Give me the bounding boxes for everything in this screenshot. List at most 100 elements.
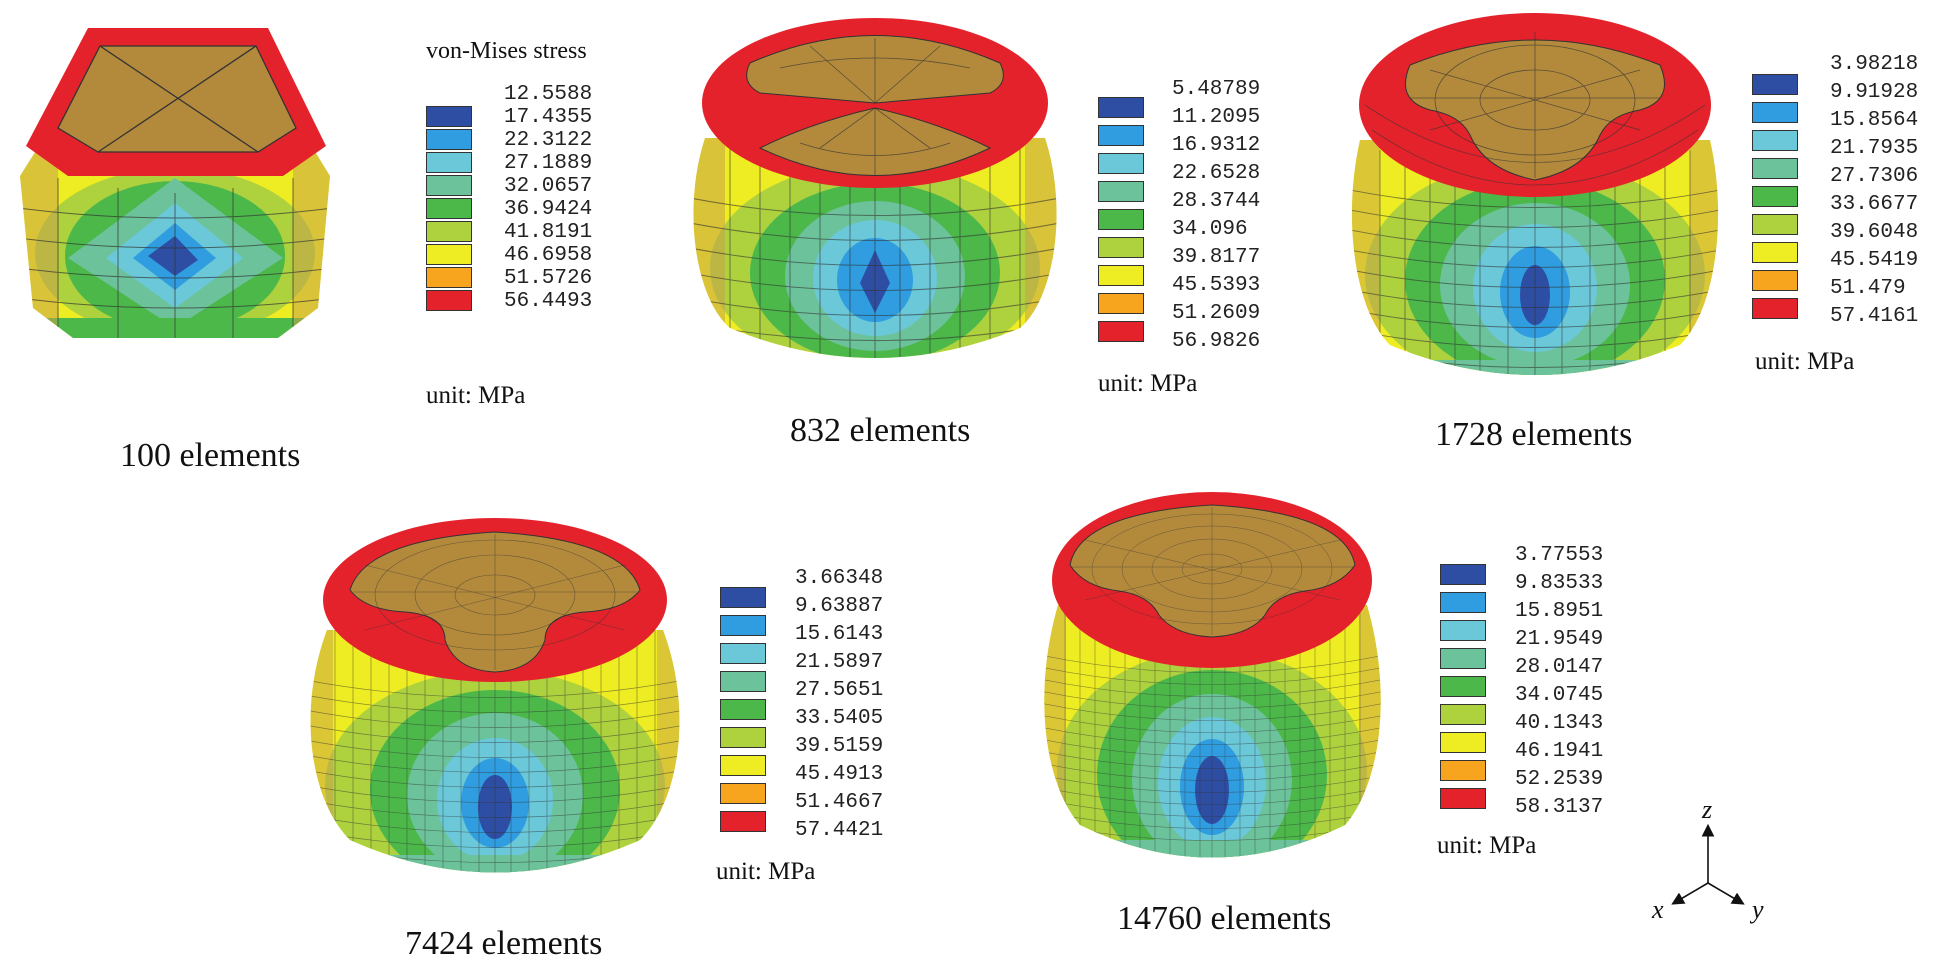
legend-value: 16.9312 [1172,134,1261,157]
legend-value: 3.98218 [1830,53,1919,76]
legend-swatch [1752,102,1798,123]
legend-value: 52.2539 [1515,768,1604,791]
legend-swatch [1752,270,1798,291]
legend-value: 56.9826 [1172,330,1261,353]
legend-value: 15.8564 [1830,109,1919,132]
legend-swatch [1098,265,1144,286]
legend-swatch [1098,293,1144,314]
legend-swatch [426,198,472,219]
legend-value: 17.4355 [504,106,593,129]
legend-swatch [1098,125,1144,146]
legend-swatch [1098,321,1144,342]
fe-model-100-elements [18,28,333,348]
legend-swatch [1440,760,1486,781]
fe-model-7424-elements [305,518,685,885]
legend-swatch [1440,704,1486,725]
legend-unit: unit: MPa [426,382,526,409]
legend-value: 5.48789 [1172,78,1261,101]
legend-swatch [720,755,766,776]
legend-value: 22.3122 [504,129,593,152]
legend-value: 46.6958 [504,244,593,267]
legend-swatch [1440,732,1486,753]
legend-value: 33.5405 [795,707,884,730]
legend-swatch [720,727,766,748]
legend-swatch [426,290,472,311]
legend-swatch [1440,676,1486,697]
legend-swatch [1098,97,1144,118]
legend-swatch [1752,298,1798,319]
legend-swatch [720,587,766,608]
legend-value: 21.9549 [1515,628,1604,651]
legend-value: 9.63887 [795,595,884,618]
legend-value: 9.91928 [1830,81,1919,104]
legend-swatch [1440,788,1486,809]
legend-value: 39.6048 [1830,221,1919,244]
legend-value: 15.8951 [1515,600,1604,623]
legend-value: 32.0657 [504,175,593,198]
legend-swatch [720,643,766,664]
legend-swatch [1440,648,1486,669]
legend-unit: unit: MPa [1755,348,1855,375]
legend-value: 46.1941 [1515,740,1604,763]
axes-triad-icon [1671,823,1745,905]
legend-value: 45.4913 [795,763,884,786]
legend-swatch [720,811,766,832]
legend-value: 27.5651 [795,679,884,702]
legend-value: 39.5159 [795,735,884,758]
legend-swatch [720,783,766,804]
legend-value: 28.0147 [1515,656,1604,679]
legend-swatch [426,175,472,196]
legend-value: 21.7935 [1830,137,1919,160]
legend-value: 57.4161 [1830,305,1919,328]
legend-swatch [1752,186,1798,207]
legend-value: 39.8177 [1172,246,1261,269]
legend-swatch [1752,158,1798,179]
legend-swatch [1098,237,1144,258]
legend-swatch [720,699,766,720]
fe-model-1728-elements [1350,10,1720,385]
legend-title: von-Mises stress [426,38,587,64]
legend-value: 36.9424 [504,198,593,221]
legend-swatch [426,152,472,173]
caption-7424-elements: 7424 elements [405,925,603,962]
caption-100-elements: 100 elements [120,437,301,474]
legend-value: 15.6143 [795,623,884,646]
legend-value: 45.5393 [1172,274,1261,297]
legend-swatch [1752,130,1798,151]
legend-value: 28.3744 [1172,190,1261,213]
legend-swatch [1440,620,1486,641]
legend-swatch [720,615,766,636]
legend-value: 56.4493 [504,290,593,313]
legend-unit: unit: MPa [716,858,816,885]
fe-model-14760-elements [1040,492,1385,870]
legend-swatch [720,671,766,692]
legend-swatch [1440,592,1486,613]
legend-value: 9.83533 [1515,572,1604,595]
legend-swatch [1098,181,1144,202]
axis-label-z: z [1702,795,1713,824]
legend-value: 27.7306 [1830,165,1919,188]
legend-value: 27.1889 [504,152,593,175]
legend-value: 51.2609 [1172,302,1261,325]
axis-label-x: x [1652,895,1664,924]
fe-model-832-elements [690,18,1060,368]
legend-swatch [1098,153,1144,174]
legend-swatch [1752,74,1798,95]
legend-value: 3.77553 [1515,544,1604,567]
legend-value: 12.5588 [504,83,593,106]
legend-value: 3.66348 [795,567,884,590]
legend-swatch [426,106,472,127]
legend-value: 33.6677 [1830,193,1919,216]
legend-swatch [426,244,472,265]
axis-label-y: y [1752,895,1764,924]
legend-value: 51.5726 [504,267,593,290]
legend-swatch [1752,214,1798,235]
legend-value: 57.4421 [795,819,884,842]
caption-1728-elements: 1728 elements [1435,416,1633,453]
legend-swatch [426,221,472,242]
legend-value: 45.5419 [1830,249,1919,272]
legend-swatch [1098,209,1144,230]
coordinate-axes: z x y [1640,795,1780,925]
legend-value: 34.0745 [1515,684,1604,707]
caption-832-elements: 832 elements [790,412,971,449]
